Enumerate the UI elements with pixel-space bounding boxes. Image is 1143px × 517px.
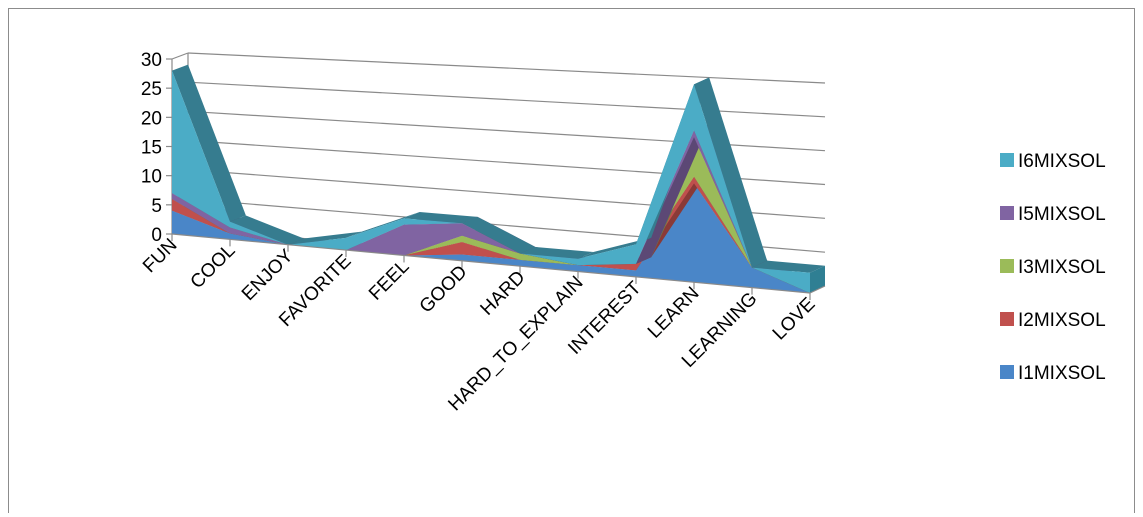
legend-label-i1mixsol: I1MIXSOL — [1018, 363, 1106, 384]
area-end-cap — [810, 265, 825, 293]
area-ridge-i6mixsol — [694, 77, 768, 268]
x-tick-label-hard: HARD — [477, 267, 530, 320]
x-tick-label-good: GOOD — [416, 262, 472, 318]
gridline — [187, 52, 826, 84]
x-tick-label-feel: FEEL — [365, 256, 413, 304]
area-ridge-i6mixsol — [520, 246, 594, 259]
legend-label-i3mixsol: I3MIXSOL — [1018, 257, 1106, 278]
x-axis-line — [171, 233, 811, 294]
x-tick-label-cool: COOL — [187, 240, 240, 293]
legend-swatch-i5mixsol — [1000, 206, 1014, 220]
area-ridge-i6mixsol — [462, 216, 536, 254]
y-tick-label: 25 — [141, 79, 162, 100]
y-tick-label: 5 — [151, 196, 162, 217]
area-ridge-i6mixsol — [578, 237, 652, 259]
legend-label-i6mixsol: I6MIXSOL — [1018, 151, 1106, 172]
x-tick-label-love: LOVE — [769, 294, 820, 345]
y-tick-label: 30 — [141, 50, 162, 71]
gridline — [187, 81, 826, 118]
gridline-side — [171, 52, 189, 60]
legend-label-i2mixsol: I2MIXSOL — [1018, 310, 1106, 331]
area-ridge-i6mixsol — [752, 260, 825, 273]
y-tick-label: 0 — [151, 225, 162, 246]
y-tick-label: 15 — [141, 138, 162, 159]
area-ridge-i6mixsol — [404, 212, 478, 224]
area-series-i1mixsol — [172, 183, 810, 293]
area-ridge-i6mixsol — [172, 64, 246, 222]
area-ridge-i6mixsol — [288, 231, 362, 245]
area-ridge-i6mixsol — [346, 212, 420, 238]
legend-swatch-i6mixsol — [1000, 153, 1014, 167]
x-tick-label-learn: LEARN — [644, 283, 704, 343]
legend-swatch-i1mixsol — [1000, 365, 1014, 379]
area-ridge-i6mixsol — [230, 215, 304, 245]
legend-swatch-i3mixsol — [1000, 259, 1014, 273]
legend-swatch-i2mixsol — [1000, 312, 1014, 326]
floor-right-edge — [809, 285, 826, 294]
x-tick-label-enjoy: ENJOY — [238, 245, 298, 305]
legend-label-i5mixsol: I5MIXSOL — [1018, 204, 1106, 225]
x-tick-label-fun: FUN — [139, 235, 181, 277]
y-tick-label: 20 — [141, 108, 162, 129]
y-tick-label: 10 — [141, 167, 162, 188]
